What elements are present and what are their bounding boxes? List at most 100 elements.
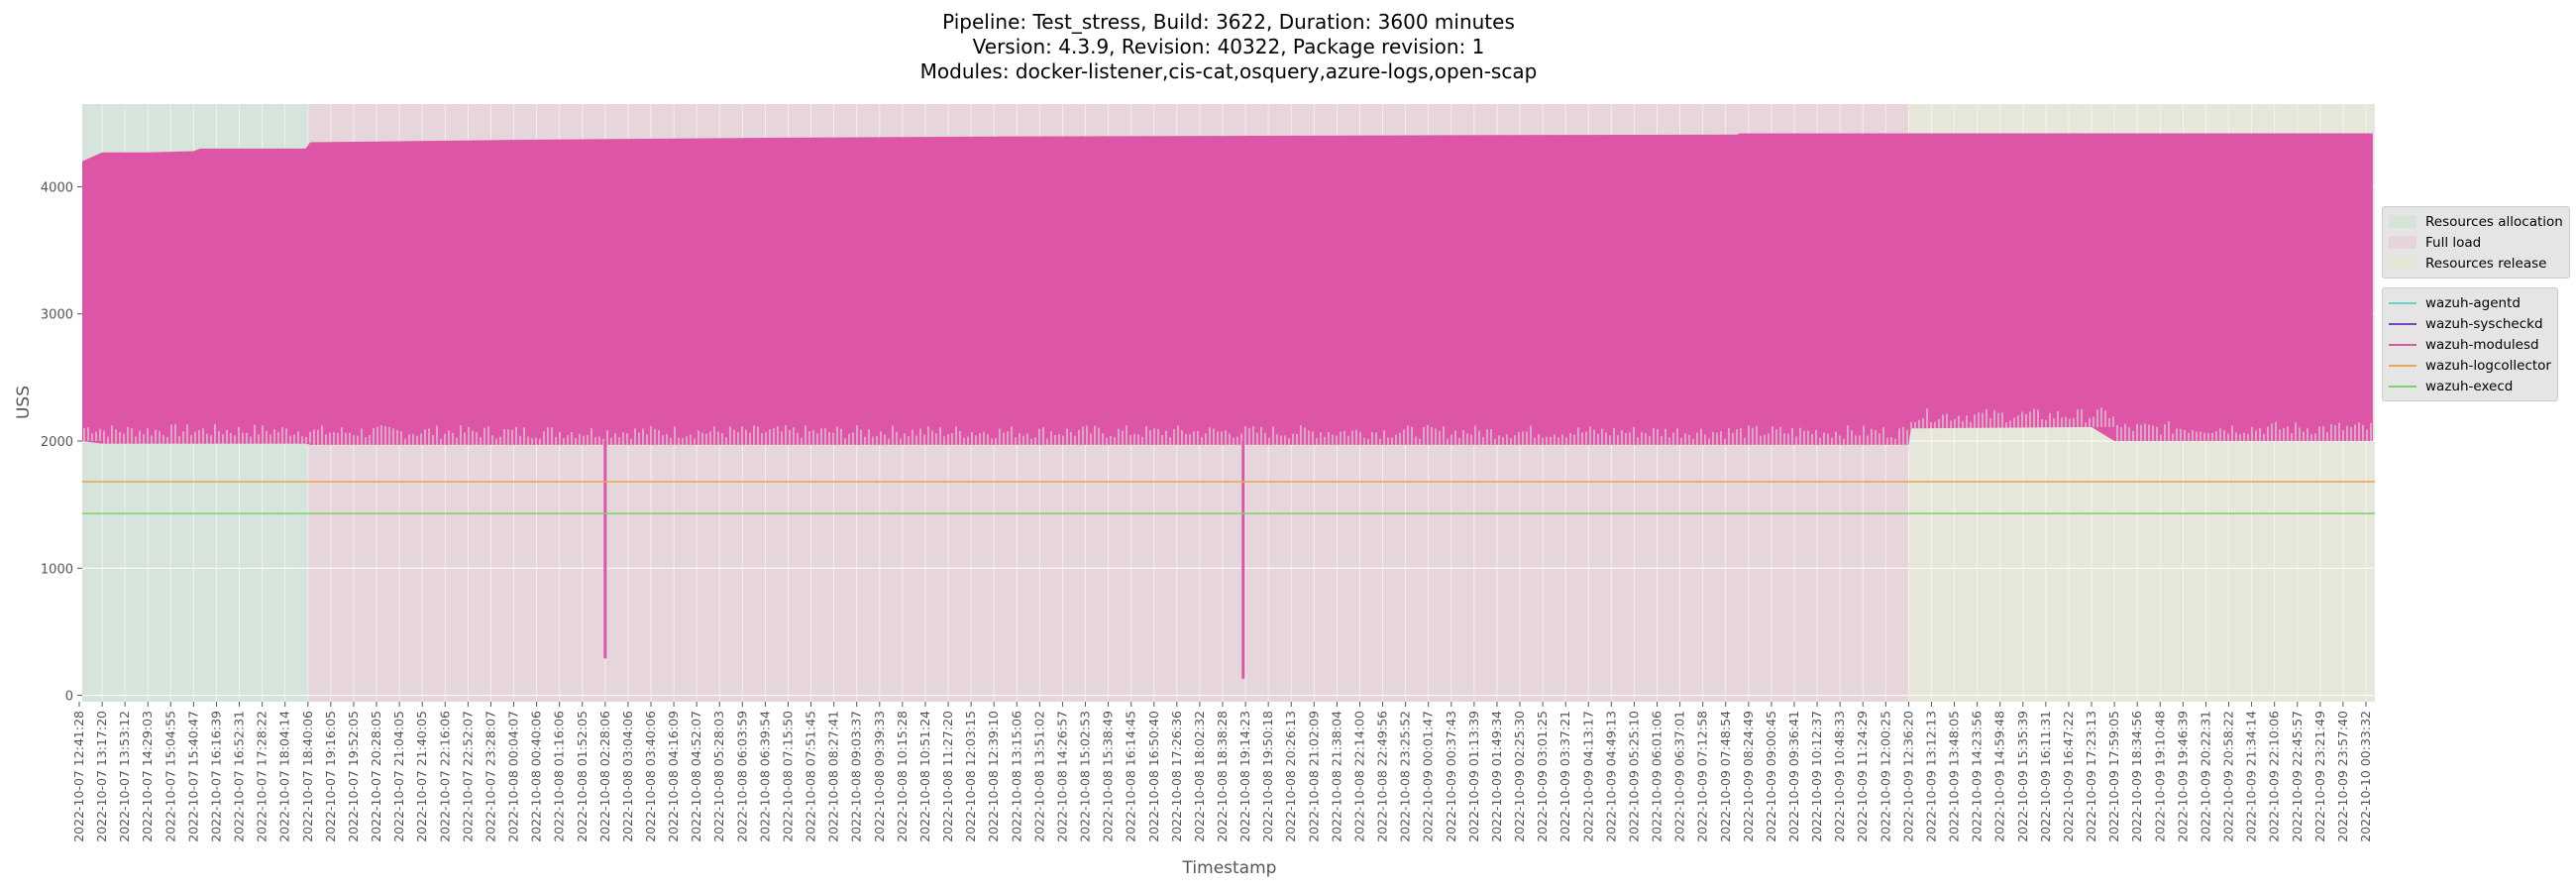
x-tick-label: 2022-10-09 05:25:10 [1626, 711, 1641, 842]
x-tick-label: 2022-10-08 15:02:53 [1078, 711, 1093, 842]
legend-item-resources-release: Resources release [2389, 253, 2563, 274]
x-tick-label: 2022-10-09 00:01:47 [1421, 711, 1436, 842]
x-tick-label: 2022-10-09 23:57:40 [2335, 711, 2350, 842]
x-tick-label: 2022-10-09 15:35:39 [2015, 711, 2030, 842]
legend-label: Resources release [2425, 255, 2547, 272]
x-tick-label: 2022-10-07 14:29:03 [140, 711, 155, 842]
legend-label: Full load [2425, 234, 2482, 251]
legend-line [2389, 343, 2416, 346]
legend-item-full-load: Full load [2389, 232, 2563, 253]
x-tick-label: 2022-10-09 07:48:54 [1718, 711, 1733, 842]
x-tick-label: 2022-10-08 10:15:28 [895, 711, 910, 842]
x-tick-label: 2022-10-08 07:15:50 [780, 711, 795, 842]
x-tick-label: 2022-10-07 18:40:06 [300, 711, 315, 842]
legend-swatch [2389, 257, 2416, 270]
x-tick-label: 2022-10-09 12:36:20 [1900, 711, 1915, 842]
x-tick-label: 2022-10-08 15:38:49 [1101, 711, 1116, 842]
legend-label: Resources allocation [2425, 213, 2563, 230]
legend-line [2389, 385, 2416, 388]
y-axis-label: USS [14, 386, 34, 419]
x-tick-label: 2022-10-07 16:16:39 [208, 711, 223, 842]
x-tick-label: 2022-10-08 12:03:15 [963, 711, 978, 842]
chart-title-line-1: Pipeline: Test_stress, Build: 3622, Dura… [942, 10, 1515, 34]
x-tick-label: 2022-10-08 16:14:45 [1124, 711, 1138, 842]
x-tick-label: 2022-10-07 15:04:55 [162, 711, 177, 842]
x-tick-label: 2022-10-07 21:04:05 [391, 711, 406, 842]
x-axis-label: Timestamp [1182, 858, 1277, 878]
x-tick-label: 2022-10-08 13:51:02 [1031, 711, 1046, 842]
legend-item-wazuh-modulesd: wazuh-modulesd [2389, 334, 2551, 355]
x-tick-label: 2022-10-09 19:46:39 [2175, 711, 2190, 842]
x-tick-label: 2022-10-08 11:27:20 [940, 711, 955, 842]
x-tick-label: 2022-10-09 19:10:48 [2152, 711, 2167, 842]
x-tick-label: 2022-10-08 00:04:07 [506, 711, 521, 842]
x-tick-label: 2022-10-09 09:00:45 [1764, 711, 1778, 842]
x-tick-label: 2022-10-08 03:04:06 [620, 711, 635, 842]
x-tick-label: 2022-10-09 06:37:01 [1672, 711, 1687, 842]
x-tick-label: 2022-10-07 21:40:05 [414, 711, 429, 842]
legend-label: wazuh-modulesd [2425, 336, 2539, 353]
x-tick-label: 2022-10-07 19:52:05 [346, 711, 361, 842]
y-tick-label: 1000 [41, 562, 73, 577]
x-tick-label: 2022-10-09 01:49:34 [1489, 711, 1504, 842]
y-tick-label: 3000 [41, 308, 73, 323]
y-tick-label: 4000 [41, 180, 73, 195]
x-tick-label: 2022-10-08 06:03:59 [734, 711, 749, 842]
x-tick-label: 2022-10-09 22:45:57 [2290, 711, 2305, 842]
phase-legend: Resources allocation Full load Resources… [2382, 206, 2570, 279]
x-tick-label: 2022-10-08 09:39:33 [872, 711, 887, 842]
x-tick-label: 2022-10-09 12:00:25 [1878, 711, 1892, 842]
legend-item-wazuh-logcollector: wazuh-logcollector [2389, 355, 2551, 376]
chart-title-line-2: Version: 4.3.9, Revision: 40322, Package… [972, 35, 1485, 58]
x-tick-label: 2022-10-08 01:16:06 [552, 711, 567, 842]
x-tick-label: 2022-10-08 18:38:28 [1215, 711, 1230, 842]
series-legend: wazuh-agentd wazuh-syscheckd wazuh-modul… [2382, 287, 2558, 401]
x-tick-label: 2022-10-07 22:52:07 [460, 711, 475, 842]
x-tick-label: 2022-10-08 12:39:10 [986, 711, 1001, 842]
x-tick-label: 2022-10-09 13:12:13 [1923, 711, 1938, 842]
x-tick-label: 2022-10-09 20:58:22 [2221, 711, 2236, 842]
x-tick-label: 2022-10-08 01:52:05 [575, 711, 590, 842]
x-tick-label: 2022-10-09 08:24:49 [1741, 711, 1756, 842]
legend-label: wazuh-syscheckd [2425, 315, 2543, 332]
legend-item-wazuh-syscheckd: wazuh-syscheckd [2389, 313, 2551, 334]
x-tick-label: 2022-10-09 17:59:05 [2106, 711, 2121, 842]
x-tick-label: 2022-10-09 23:21:49 [2312, 711, 2327, 842]
legend-line [2389, 322, 2416, 325]
x-tick-label: 2022-10-09 03:37:21 [1557, 711, 1572, 842]
x-tick-label: 2022-10-08 08:27:41 [826, 711, 841, 842]
x-tick-label: 2022-10-08 21:38:04 [1329, 711, 1343, 842]
x-tick-label: 2022-10-08 07:51:45 [804, 711, 818, 842]
x-tick-label: 2022-10-08 00:40:06 [529, 711, 544, 842]
x-tick-label: 2022-10-08 03:40:06 [643, 711, 658, 842]
x-tick-label: 2022-10-07 19:16:05 [323, 711, 338, 842]
x-tick-label: 2022-10-08 10:51:24 [917, 711, 932, 842]
legend-swatch [2389, 236, 2416, 249]
x-tick-label: 2022-10-09 06:01:06 [1650, 711, 1664, 842]
x-tick-label: 2022-10-09 01:13:39 [1466, 711, 1481, 842]
chart-title: Pipeline: Test_stress, Build: 3622, Dura… [0, 10, 2457, 84]
x-tick-label: 2022-10-09 07:12:58 [1695, 711, 1710, 842]
x-tick-label: 2022-10-09 16:11:31 [2038, 711, 2053, 842]
x-tick-label: 2022-10-07 17:28:22 [255, 711, 269, 842]
x-tick-label: 2022-10-08 13:15:06 [1009, 711, 1023, 842]
x-tick-label: 2022-10-08 04:52:07 [689, 711, 703, 842]
x-tick-label: 2022-10-09 09:36:41 [1786, 711, 1801, 842]
x-tick-label: 2022-10-09 22:10:06 [2267, 711, 2282, 842]
x-tick-label: 2022-10-09 10:48:33 [1832, 711, 1847, 842]
x-tick-label: 2022-10-07 23:28:07 [483, 711, 497, 842]
x-tick-label: 2022-10-07 13:17:20 [94, 711, 109, 842]
legend-line [2389, 364, 2416, 367]
x-tick-label: 2022-10-08 19:14:23 [1237, 711, 1252, 842]
x-tick-label: 2022-10-07 18:04:14 [277, 711, 292, 842]
x-tick-label: 2022-10-08 14:26:57 [1054, 711, 1069, 842]
x-tick-label: 2022-10-08 20:26:13 [1283, 711, 1298, 842]
x-tick-label: 2022-10-09 17:23:13 [2084, 711, 2098, 842]
x-tick-label: 2022-10-08 23:25:52 [1398, 711, 1413, 842]
x-tick-label: 2022-10-09 02:25:30 [1512, 711, 1527, 842]
x-tick-label: 2022-10-09 13:48:05 [1947, 711, 1962, 842]
x-tick-label: 2022-10-07 12:41:28 [71, 711, 86, 842]
x-tick-label: 2022-10-10 00:33:32 [2358, 711, 2373, 842]
chart-title-line-3: Modules: docker-listener,cis-cat,osquery… [919, 59, 1538, 83]
